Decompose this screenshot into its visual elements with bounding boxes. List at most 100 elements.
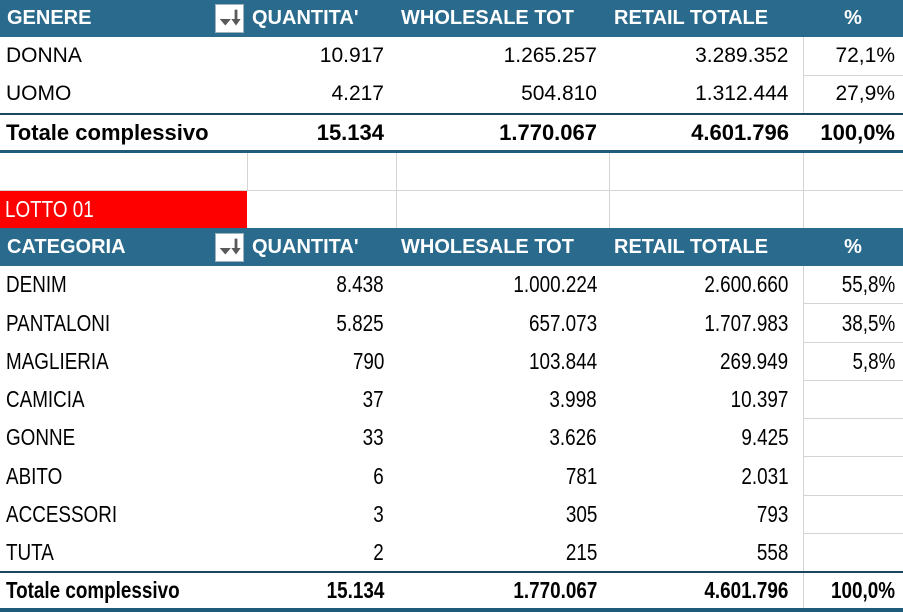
- percent-value: 5,8%: [852, 347, 895, 374]
- row-label: TUTA: [6, 538, 54, 565]
- retail-cell: 9.425: [609, 419, 803, 457]
- total-wholesale-cell: 1.770.067: [396, 112, 609, 154]
- total-wholesale-cell: 1.770.067: [396, 570, 609, 612]
- percent-cell: 38,5%: [802, 303, 903, 343]
- retail-value: 793: [757, 500, 789, 527]
- filter-sort-descending-icon: [219, 9, 241, 26]
- total-wholesale-value: 1.770.067: [513, 576, 597, 603]
- quantity-cell: 33: [247, 419, 396, 457]
- genere-header-row: GENERE QUANTITA' WHOLESALE TOT RETAIL TO…: [0, 0, 903, 38]
- wholesale-cell: 3.998: [396, 380, 609, 418]
- retail-value: 2.031: [741, 462, 789, 489]
- row-label: GONNE: [6, 424, 76, 451]
- genere-total-row: Totale complessivo 15.134 1.770.067 4.60…: [0, 112, 903, 154]
- retail-value: 9.425: [741, 424, 789, 451]
- retail-value: 1.707.983: [704, 309, 789, 336]
- retail-cell: 793: [609, 495, 803, 533]
- quantity-value: 2: [373, 538, 384, 565]
- quantita-header-cell: QUANTITA': [247, 228, 396, 266]
- lotto-title-cell: LOTTO 01: [0, 190, 247, 229]
- percent-cell: 27,9%: [802, 75, 903, 115]
- percent-cell: [802, 456, 903, 496]
- retail-value: 558: [757, 538, 789, 565]
- total-label-cell: Totale complessivo: [0, 112, 247, 154]
- genere-filter-sort-button[interactable]: [215, 4, 244, 34]
- total-label: Totale complessivo: [6, 576, 180, 603]
- wholesale-cell: 1.265.257: [503, 44, 597, 68]
- categoria-header-cell: CATEGORIA: [0, 228, 247, 266]
- quantity-cell: 3: [247, 495, 396, 533]
- wholesale-cell: 781: [396, 457, 609, 495]
- total-label-cell: Totale complessivo: [0, 570, 247, 612]
- genere-header-label: GENERE: [7, 7, 92, 30]
- empty-cell: [609, 151, 804, 191]
- retail-cell: 10.397: [609, 380, 803, 418]
- row-label-cell: DENIM: [0, 266, 247, 304]
- categoria-row-abito: ABITO 6 781 2.031: [0, 456, 903, 496]
- empty-cell: [609, 190, 804, 229]
- empty-cell: [803, 151, 903, 191]
- categoria-row-maglieria: MAGLIERIA 790 103.844 269.949 5,8%: [0, 342, 903, 381]
- percent-cell: 5,8%: [802, 342, 903, 381]
- row-label-cell: GONNE: [0, 419, 247, 457]
- percent-header-cell: %: [803, 228, 903, 266]
- quantity-cell: 790: [247, 342, 396, 380]
- percent-cell: [802, 418, 903, 458]
- wholesale-value: 781: [565, 462, 597, 489]
- row-label-cell: ACCESSORI: [0, 495, 247, 533]
- quantity-cell: 4.217: [331, 82, 384, 106]
- genere-row-donna: DONNA 10.917 1.265.257 3.289.352 72,1%: [0, 37, 903, 76]
- wholesale-cell: 504.810: [521, 82, 597, 106]
- wholesale-value: 103.844: [528, 347, 597, 374]
- categoria-row-pantaloni: PANTALONI 5.825 657.073 1.707.983 38,5%: [0, 303, 903, 343]
- categoria-row-tuta: TUTA 2 215 558: [0, 533, 903, 573]
- wholesale-cell: 3.626: [396, 419, 609, 457]
- empty-cell: [396, 151, 610, 191]
- percent-cell: [802, 495, 903, 534]
- genere-row-uomo: UOMO 4.217 504.810 1.312.444 27,9%: [0, 75, 903, 115]
- wholesale-value: 657.073: [528, 309, 597, 336]
- categoria-header-label: CATEGORIA: [7, 235, 126, 258]
- quantity-value: 33: [363, 424, 384, 451]
- percent-value: 38,5%: [841, 309, 895, 336]
- row-label-cell: DONNA: [6, 44, 82, 68]
- wholesale-cell: 657.073: [396, 304, 609, 342]
- total-quantity-cell: 15.134: [247, 112, 396, 154]
- quantity-value: 37: [363, 386, 384, 413]
- retail-header-cell: RETAIL TOTALE: [609, 228, 803, 266]
- categoria-filter-sort-button[interactable]: [215, 232, 244, 262]
- empty-cell: [803, 190, 903, 228]
- total-retail-cell: 4.601.796: [609, 112, 803, 154]
- percent-header-cell: %: [803, 0, 903, 38]
- retail-value: 10.397: [730, 386, 789, 413]
- quantity-cell: 8.438: [247, 266, 396, 304]
- wholesale-cell: 215: [396, 533, 609, 571]
- row-label: CAMICIA: [6, 386, 85, 413]
- total-percent-cell: 100,0%: [802, 570, 903, 612]
- retail-value: 269.949: [720, 347, 789, 374]
- wholesale-cell: 103.844: [396, 342, 609, 380]
- lotto-title-label: LOTTO 01: [5, 196, 94, 223]
- quantity-cell: 5.825: [247, 304, 396, 342]
- retail-cell: 3.289.352: [695, 44, 789, 68]
- genere-header-cell: GENERE: [0, 0, 247, 38]
- quantity-cell: 37: [247, 380, 396, 418]
- total-retail-cell: 4.601.796: [609, 570, 803, 612]
- categoria-row-gonne: GONNE 33 3.626 9.425: [0, 418, 903, 458]
- wholesale-header-cell: WHOLESALE TOT: [396, 228, 609, 266]
- row-label: DENIM: [6, 271, 67, 298]
- wholesale-value: 215: [565, 538, 597, 565]
- row-label-cell: PANTALONI: [0, 304, 247, 342]
- retail-cell: 2.600.660: [609, 266, 803, 304]
- quantity-value: 5.825: [336, 309, 384, 336]
- spacer-row: [0, 151, 903, 191]
- quantity-cell: 2: [247, 533, 396, 571]
- empty-cell: [247, 190, 397, 229]
- retail-cell: 1.312.444: [695, 82, 789, 106]
- row-label: PANTALONI: [6, 309, 111, 336]
- quantity-cell: 6: [247, 457, 396, 495]
- row-label-cell: TUTA: [0, 533, 247, 571]
- percent-value: 55,8%: [841, 271, 895, 298]
- wholesale-value: 1.000.224: [513, 271, 597, 298]
